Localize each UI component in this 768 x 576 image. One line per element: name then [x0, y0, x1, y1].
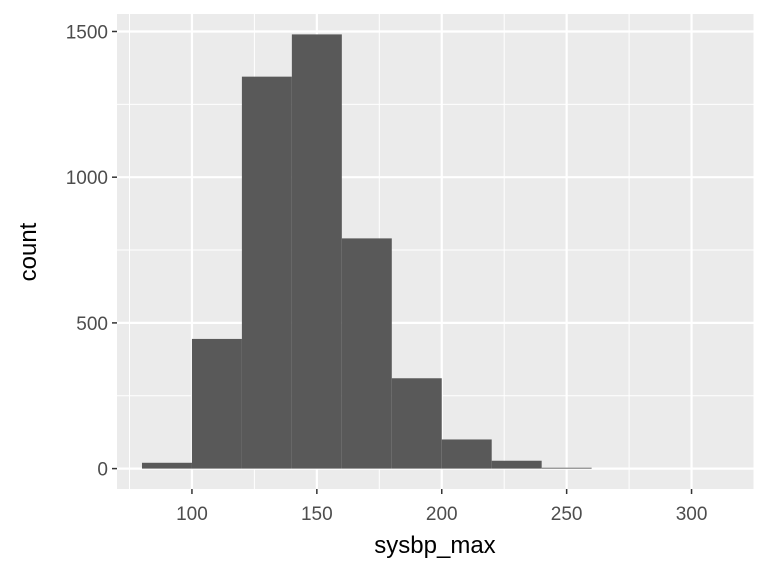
axis-ticks: 100 150 200 250 300 0 500 1000 1500: [66, 22, 708, 525]
x-tick-label: 150: [301, 504, 333, 525]
x-tick-label: 300: [676, 504, 708, 525]
y-tick-label: 1500: [66, 22, 108, 43]
x-tick-label: 100: [176, 504, 208, 525]
histogram-bars: [141, 34, 592, 469]
y-tick-label: 500: [76, 314, 108, 335]
histogram-bar: [191, 338, 242, 469]
histogram-bar: [391, 378, 442, 469]
histogram-bar: [491, 460, 542, 469]
histogram-bar: [241, 76, 292, 469]
histogram-bar: [291, 34, 342, 469]
x-tick-label: 250: [551, 504, 583, 525]
histogram-bar: [141, 462, 192, 469]
histogram-bar: [441, 439, 492, 469]
histogram-bar: [341, 238, 392, 469]
y-tick-label: 0: [97, 460, 108, 481]
y-tick-label: 1000: [66, 168, 108, 189]
y-axis-title: count: [15, 222, 42, 281]
x-axis-title: sysbp_max: [374, 532, 495, 559]
x-tick-label: 200: [426, 504, 458, 525]
histogram-bar: [541, 467, 592, 469]
